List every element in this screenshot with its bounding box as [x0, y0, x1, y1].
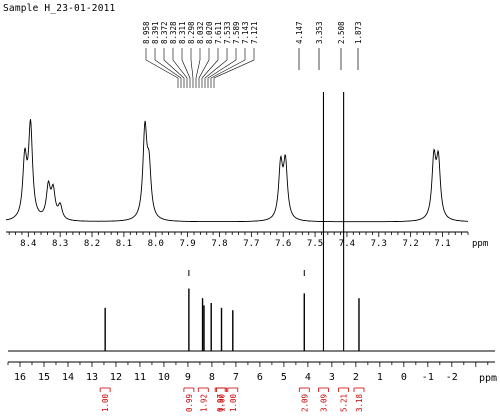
peak-label-leader — [210, 48, 246, 88]
peak-label: 8.328 — [169, 21, 178, 44]
expansion-tick-label: 8.2 — [84, 239, 100, 249]
expansion-tick-label: 8.0 — [148, 239, 164, 249]
peak-label-leader — [154, 48, 182, 88]
full-tick-label: 9 — [185, 372, 191, 383]
full-tick-label: 5 — [281, 372, 287, 383]
expansion-tick-label: 7.2 — [403, 239, 419, 249]
integral-value: 1.00 — [218, 393, 227, 412]
full-spectrum-panel: 16 15 14 13 12 11 10 9 8 7 6 5 4 3 2 1 0 -1 -2 ppm — [7, 270, 497, 384]
expansion-tick-label: 7.4 — [339, 239, 355, 249]
peak-label-leader — [145, 48, 179, 88]
full-tick-label: 14 — [62, 372, 74, 383]
full-tick-label: 8 — [209, 372, 215, 383]
full-tick-label: 3 — [329, 372, 335, 383]
full-tick-label: 4 — [305, 372, 311, 383]
peak-label: 8.298 — [187, 21, 196, 44]
peak-label: 8.020 — [205, 21, 214, 44]
integral-value: 0.99 — [185, 394, 194, 412]
full-tick-label: 7 — [233, 372, 239, 383]
peak-label: 4.147 — [295, 21, 304, 44]
peak-label: 1.873 — [354, 21, 363, 44]
peak-label: 7.533 — [223, 21, 232, 44]
full-tick-label: 6 — [257, 372, 263, 383]
expansion-tick-label: 7.5 — [307, 239, 323, 249]
peak-label: 3.353 — [315, 21, 324, 44]
full-tick-label: -2 — [446, 372, 458, 383]
peak-label-leader — [172, 48, 188, 88]
expansion-tick-label: 8.3 — [52, 239, 68, 249]
full-tick-label: 15 — [38, 372, 50, 383]
peak-label-leader — [201, 48, 219, 88]
peak-label: 8.391 — [151, 21, 160, 44]
expansion-tick-label: 7.1 — [434, 239, 450, 249]
chart-title: Sample H_23-01-2011 — [3, 3, 116, 14]
peak-label-leader — [195, 48, 201, 88]
expansion-spectrum-trace — [5, 119, 468, 223]
full-tick-label: 0 — [401, 372, 407, 383]
full-tick-label: 10 — [158, 372, 170, 383]
integral-value: 5.21 — [340, 394, 349, 412]
expansion-axis-unit: ppm — [472, 239, 488, 249]
integral-value: 1.92 — [199, 394, 208, 412]
peak-label-leader — [213, 48, 255, 88]
peak-label: 7.611 — [214, 21, 223, 44]
full-tick-label: 12 — [110, 372, 122, 383]
peak-label: 8.311 — [178, 21, 187, 44]
peak-label: 8.032 — [196, 21, 205, 44]
peak-label: 7.589 — [232, 21, 241, 44]
integral-value: 3.09 — [319, 394, 328, 412]
integral-value: 1.00 — [101, 393, 110, 412]
peak-label-leader — [163, 48, 185, 88]
expansion-tick-label: 7.3 — [371, 239, 387, 249]
full-tick-label: -1 — [422, 372, 434, 383]
integral-values: 1.00 0.99 1.92 0.971.00 1.00 2.09 3.09 5.21 3.18 — [99, 387, 365, 412]
peak-label-leader — [190, 48, 194, 88]
integral-value: 0.97 — [216, 394, 225, 412]
expansion-tick-label: 7.7 — [243, 239, 259, 249]
full-tick-label: 2 — [353, 372, 359, 383]
peak-label: 7.121 — [250, 21, 259, 44]
integral-value: 2.09 — [300, 394, 309, 412]
peak-label: 8.372 — [160, 21, 169, 44]
full-tick-label: 1 — [377, 372, 383, 383]
integral-value: 3.18 — [355, 393, 364, 412]
peak-label-leader — [204, 48, 228, 88]
peak-label-leader — [181, 48, 191, 88]
peak-labels: 8.958 8.391 8.372 8.328 8.311 8.298 8.032 8.020… — [142, 21, 363, 44]
full-axis-unit: ppm — [479, 373, 497, 384]
expansion-tick-label: 8.1 — [116, 239, 132, 249]
integral-value: 1.00 — [229, 393, 238, 412]
expansion-tick-label: 7.9 — [179, 239, 195, 249]
expansion-tick-label: 7.8 — [211, 239, 227, 249]
expansion-tick-label: 7.6 — [275, 239, 291, 249]
full-tick-label: 11 — [134, 372, 146, 383]
peak-label: 7.143 — [241, 21, 250, 44]
solvent-lines — [322, 92, 345, 351]
expansion-tick-label: 8.4 — [20, 239, 36, 249]
peak-label: 2.508 — [337, 21, 346, 44]
peak-label-leader — [198, 48, 210, 88]
full-tick-label: 13 — [86, 372, 98, 383]
expansion-panel: 8.4 8.3 8.2 8.1 8.0 7.9 7.8 7.7 7.6 7.5 7.4 7.3 7.2 7… — [5, 119, 488, 249]
peak-label: 8.958 — [142, 21, 151, 44]
full-tick-label: 16 — [14, 372, 26, 383]
peak-label-leaders — [145, 48, 359, 88]
peak-label-leader — [207, 48, 237, 88]
